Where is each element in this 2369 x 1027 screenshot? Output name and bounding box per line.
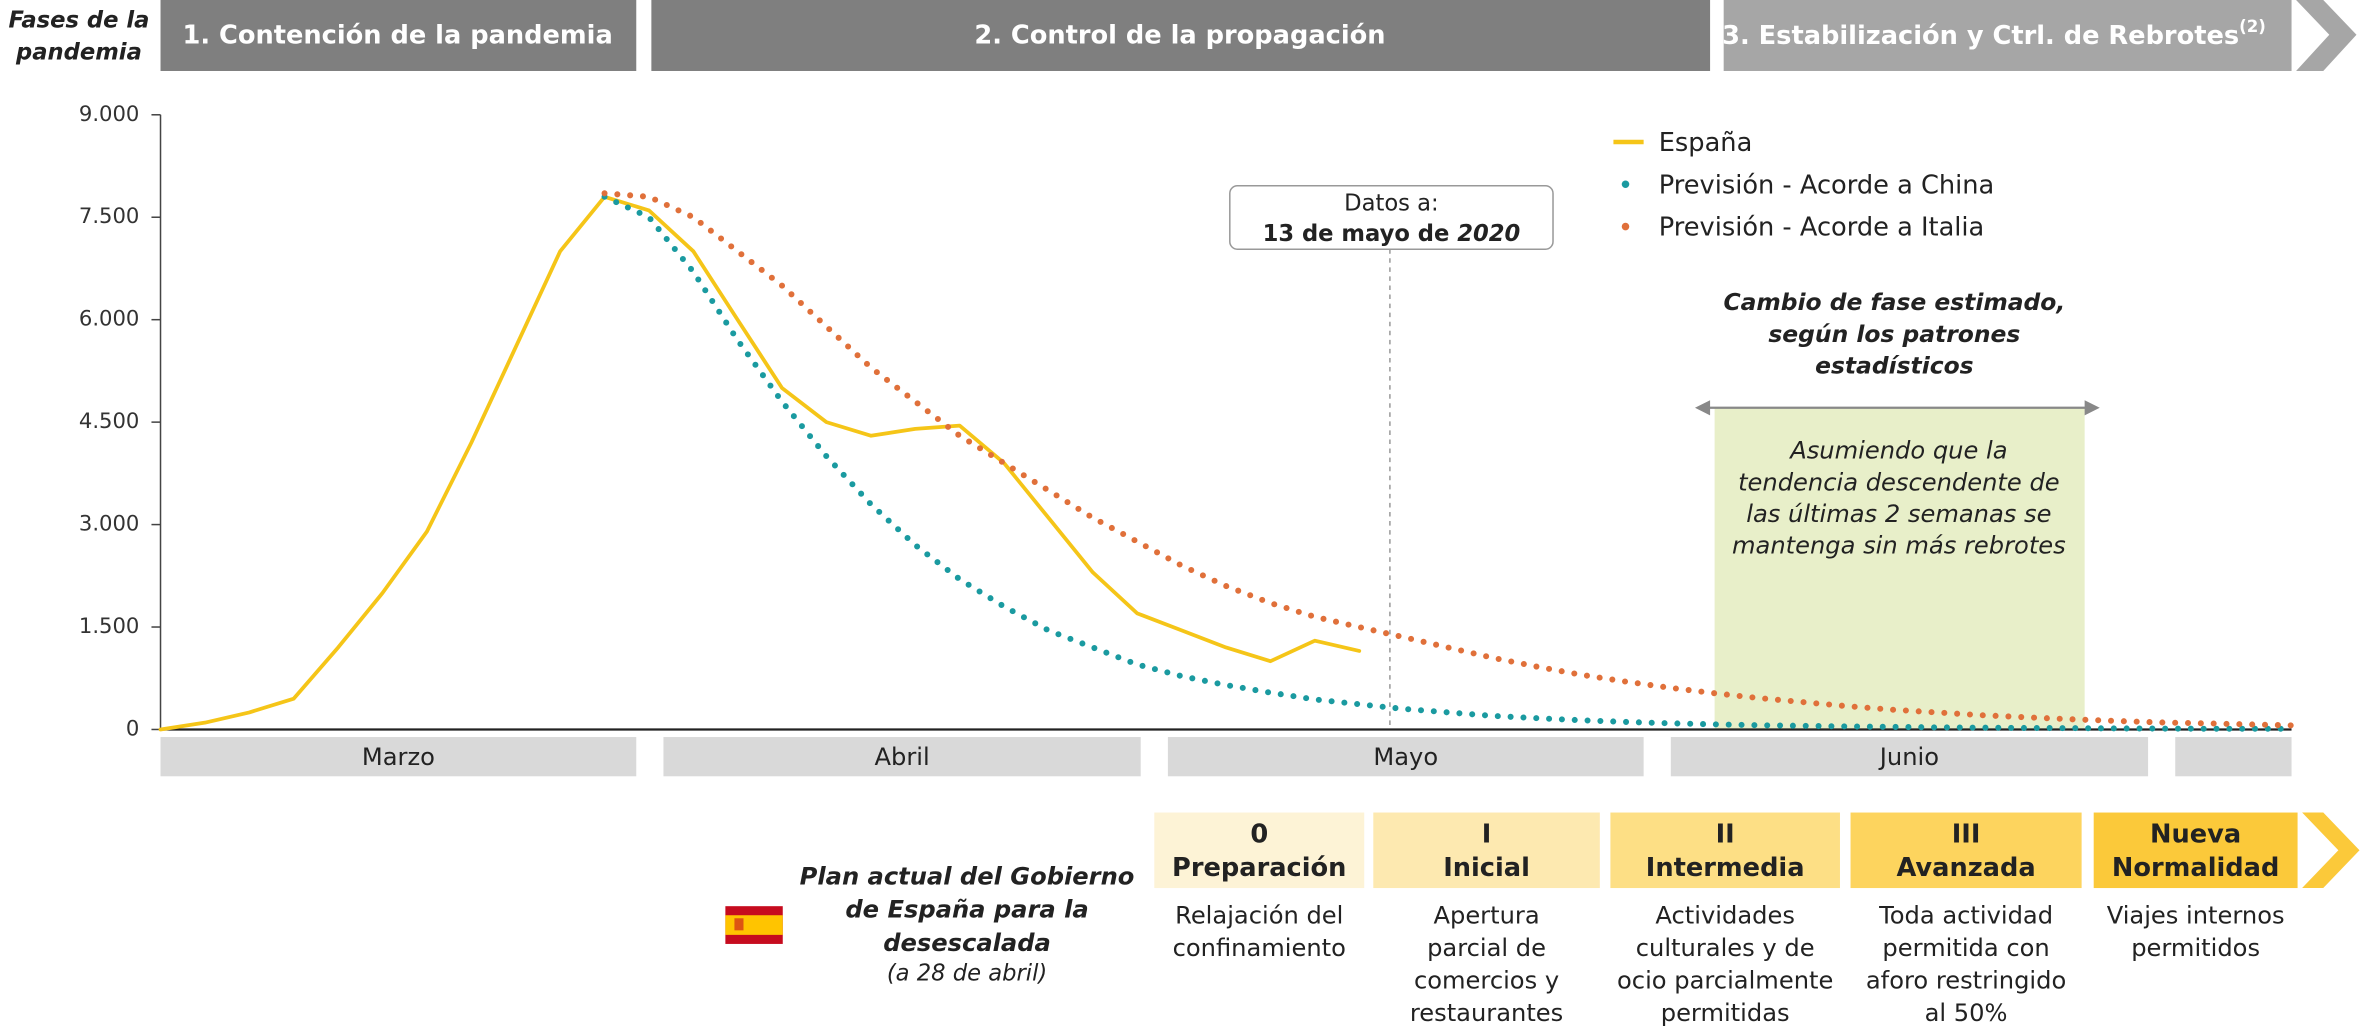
note-line: Cambio de fase estimado, xyxy=(1723,288,2065,316)
legend-marker xyxy=(1621,180,1630,189)
stage-desc: culturales y de xyxy=(1636,934,1815,962)
stage-desc: comercios y xyxy=(1414,967,1559,995)
x-tick-label: Junio xyxy=(1878,743,1939,771)
stage-level: III xyxy=(1952,820,1981,850)
phase-box xyxy=(651,0,1711,71)
stage-desc: Apertura xyxy=(1433,902,1539,930)
legend-marker xyxy=(1621,222,1630,231)
stage-box xyxy=(1154,812,1365,889)
legend-label: España xyxy=(1659,128,1753,158)
phase-title: 3. Estabilización y Ctrl. de Rebrotes xyxy=(1722,21,2239,51)
legend-label: Previsión - Acorde a China xyxy=(1659,170,1995,200)
stage-name: Preparación xyxy=(1172,853,1346,883)
y-tick-label: 6.000 xyxy=(79,306,139,331)
date-text: 13 de mayo de xyxy=(1263,221,1450,247)
stage-desc: Relajación del xyxy=(1175,902,1343,930)
stage-desc: al 50% xyxy=(1925,999,2008,1027)
stage-level: I xyxy=(1482,820,1492,850)
stage-desc: restaurantes xyxy=(1410,999,1563,1027)
series-line xyxy=(158,194,1362,732)
stage-name: Intermedia xyxy=(1646,853,1805,883)
stage-level: II xyxy=(1716,820,1735,850)
phase-title: 2. Control de la propagación xyxy=(974,21,1385,51)
assumption-note: Asumiendo que la tendencia descendente d… xyxy=(1732,437,2066,560)
legend-label: Previsión - Acorde a Italia xyxy=(1659,213,1985,243)
series-line xyxy=(601,193,2295,732)
y-tick-label: 0 xyxy=(126,715,139,740)
plan: Plan actual del Gobierno de España para … xyxy=(725,812,2360,1027)
month-band xyxy=(663,737,1141,777)
phase-box xyxy=(1723,0,2292,71)
stage-level: 0 xyxy=(1250,820,1268,850)
x-tick-label: Marzo xyxy=(362,743,435,771)
note-line: tendencia descendente de xyxy=(1738,468,2060,496)
y-tick-label: 1.500 xyxy=(79,613,139,638)
chevron xyxy=(2296,0,2357,71)
stage-desc: Viajes internos xyxy=(2107,902,2285,930)
phase-title: 3. Estabilización y Ctrl. de Rebrotes(2) xyxy=(1722,17,2266,51)
x-tick-label: Mayo xyxy=(1373,743,1438,771)
note-line: según los patrones xyxy=(1768,320,2020,348)
phase-note: (2) xyxy=(2239,17,2266,36)
stage-level: Nueva xyxy=(2150,820,2241,850)
stage-desc: confinamiento xyxy=(1173,934,1346,962)
note-line: mantenga sin más rebrotes xyxy=(1732,532,2066,560)
phase-change-area xyxy=(1714,407,2085,730)
stage-desc: aforo restringido xyxy=(1866,967,2066,995)
stage-desc: ocio parcialmente xyxy=(1617,967,1833,995)
x-tick-label: Abril xyxy=(874,743,929,771)
stage-box xyxy=(1373,812,1600,889)
date-note: 13 de mayo de 2020 xyxy=(1263,221,1521,247)
chevron xyxy=(2302,812,2360,889)
note-line: Asumiendo que la xyxy=(1788,437,2007,465)
y-tick-label: 3.000 xyxy=(79,511,139,536)
note-line: estadísticos xyxy=(1815,352,1974,380)
y-tick-label: 4.500 xyxy=(79,408,139,433)
stage-desc: permitida con xyxy=(1882,934,2049,962)
series-line xyxy=(601,190,2295,729)
flag xyxy=(725,915,783,935)
stage-desc: permitidas xyxy=(1661,999,1790,1027)
stage-box xyxy=(2093,812,2298,889)
date-year: 2020 xyxy=(1457,221,1520,247)
stage-desc: permitidos xyxy=(2131,934,2260,962)
month-band xyxy=(160,737,637,777)
month-band xyxy=(1167,737,1644,777)
plan-title-line: Plan actual del Gobierno xyxy=(800,862,1135,890)
stage-desc: Toda actividad xyxy=(1878,902,2053,930)
stage-name: Normalidad xyxy=(2112,853,2279,883)
stage-box xyxy=(1610,812,1840,889)
stage-desc: Actividades xyxy=(1655,902,1795,930)
stage-name: Avanzada xyxy=(1896,853,2035,883)
y-tick-label: 9.000 xyxy=(79,101,139,126)
phase-change-note: Cambio de fase estimado, según los patro… xyxy=(1723,288,2065,379)
month-band xyxy=(2175,737,2292,777)
month-band xyxy=(1670,737,2149,777)
plan-title-line: de España para la xyxy=(845,896,1088,924)
phase-label: Fases de la xyxy=(9,8,150,34)
phase-title: 1. Contención de la pandemia xyxy=(182,21,612,51)
date-note: Datos a: xyxy=(1344,190,1439,216)
stage-name: Inicial xyxy=(1443,853,1530,883)
y-tick-label: 7.500 xyxy=(79,203,139,228)
stage-desc: parcial de xyxy=(1427,934,1546,962)
date-box xyxy=(1229,185,1554,250)
phase-label: pandemia xyxy=(15,39,142,65)
phase-box xyxy=(160,0,637,71)
stage-box xyxy=(1850,812,2082,889)
plan-title-line: desescalada xyxy=(883,929,1051,957)
note-line: las últimas 2 semanas se xyxy=(1746,500,2051,528)
plan-title: Plan actual del Gobierno de España para … xyxy=(800,862,1135,956)
flag xyxy=(734,918,744,931)
plan-date: (a 28 de abril) xyxy=(887,961,1047,987)
